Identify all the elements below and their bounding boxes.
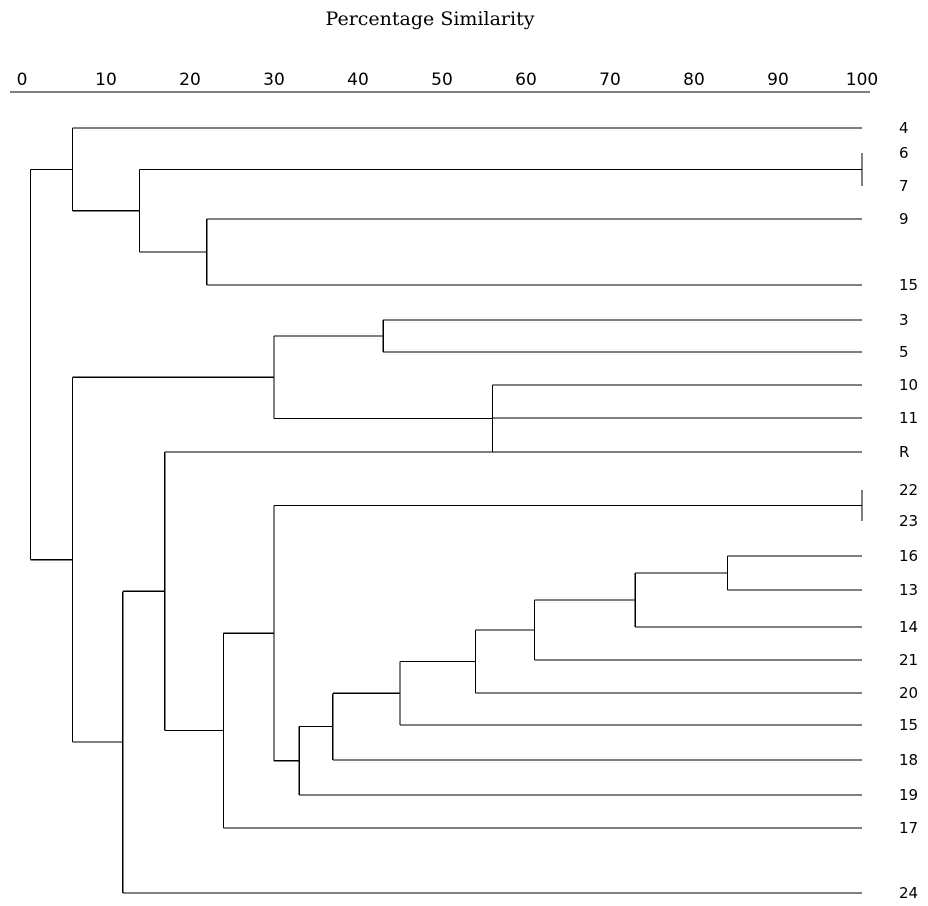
leaf-label: 17 [899,819,919,837]
axis-tick-label: 0 [16,70,28,90]
leaf-label: 24 [899,884,919,902]
axis-tick-label: 50 [431,70,453,90]
leaf-label: 3 [899,311,909,329]
leaf-label: 11 [899,409,919,427]
axis-tick-label: 100 [845,70,879,90]
axis-tick-label: 20 [179,70,201,90]
leaf-label: 23 [899,512,919,530]
leaf-label: 22 [899,481,919,499]
leaf-label: 15 [899,716,919,734]
leaf-label: 6 [899,144,909,162]
chart-title: Percentage Similarity [325,8,535,30]
leaf-label: 9 [899,210,909,228]
leaf-label: 7 [899,177,909,195]
axis-tick-label: 60 [515,70,537,90]
axis-tick-label: 30 [263,70,285,90]
leaf-label: R [899,443,910,461]
leaf-label: 13 [899,581,919,599]
leaf-label: 10 [899,376,919,394]
leaf-label: 20 [899,684,919,702]
leaf-label: 15 [899,276,919,294]
leaf-label: 18 [899,751,919,769]
axis-tick-label: 70 [599,70,621,90]
axis-tick-label: 80 [683,70,705,90]
leaf-label: 16 [899,547,919,565]
leaf-label: 5 [899,343,909,361]
leaf-label: 4 [899,119,909,137]
axis-tick-label: 90 [767,70,789,90]
leaf-label: 21 [899,651,919,669]
axis-tick-label: 10 [95,70,117,90]
leaf-label: 14 [899,618,919,636]
axis-tick-label: 40 [347,70,369,90]
leaf-label: 19 [899,786,919,804]
